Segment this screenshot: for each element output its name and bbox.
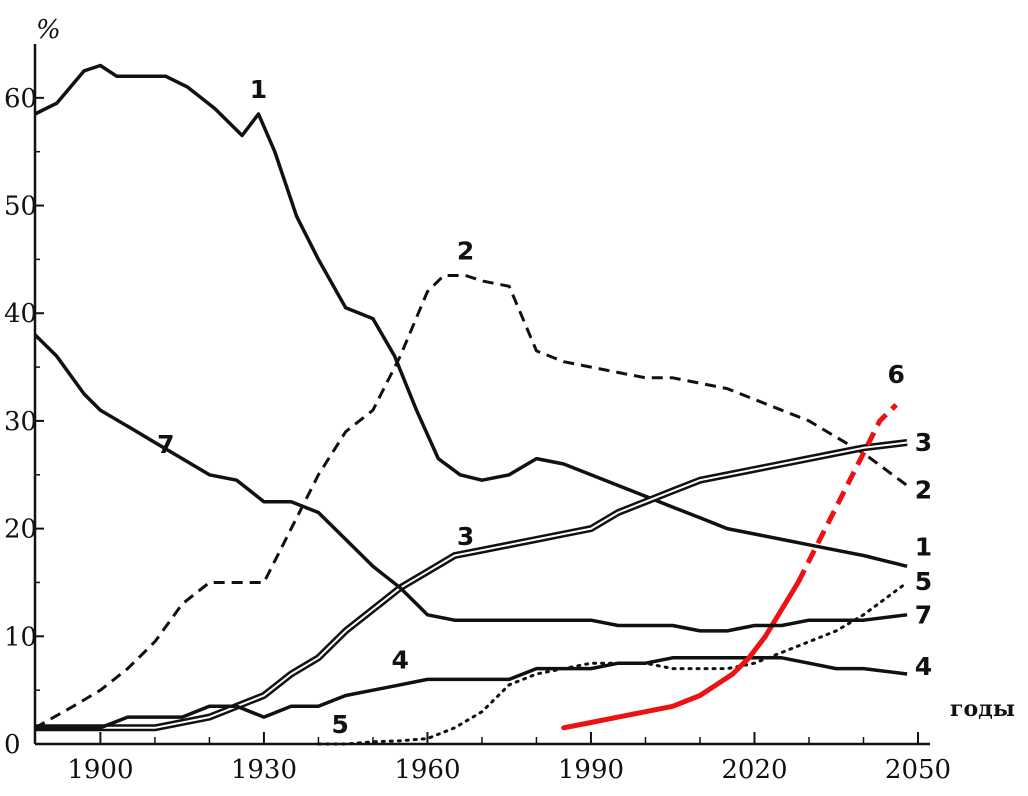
series-label-1: 1 — [915, 533, 932, 562]
x-axis-label: годы — [950, 696, 1015, 722]
series-6-line-dashed — [795, 403, 898, 584]
series-1-line — [34, 63, 908, 568]
series-label-2: 2 — [457, 236, 474, 265]
series-label-4: 4 — [391, 646, 408, 675]
x-tick-label: 1960 — [394, 755, 460, 785]
series-7-line — [33, 333, 908, 633]
x-tick-label: 1900 — [67, 755, 133, 785]
series-3-line-inner — [35, 441, 908, 729]
series-label-1: 1 — [250, 75, 267, 104]
series-label-3: 3 — [915, 428, 932, 457]
chart-axes: 0 10 20 30 40 50 60 1900 1930 1960 1990 2020 2050 — [4, 44, 951, 785]
x-tick-label: 2050 — [885, 755, 951, 785]
series-2-line — [34, 274, 908, 730]
x-tick-label: 2020 — [721, 755, 787, 785]
x-tick-label: 1930 — [231, 755, 297, 785]
series-5-line — [316, 581, 909, 746]
series-label-6: 6 — [887, 360, 904, 389]
chart-series — [33, 63, 909, 746]
series-label-2: 2 — [915, 475, 932, 504]
y-tick-label: 0 — [4, 730, 21, 760]
chart-labels: 1 2 3 4 5 6 7 3 2 1 5 7 4 — [157, 75, 932, 739]
y-tick-label: 50 — [4, 192, 37, 222]
series-label-7: 7 — [915, 600, 932, 629]
series-label-4: 4 — [915, 652, 932, 681]
y-tick-label: 40 — [4, 299, 37, 329]
series-label-3: 3 — [457, 522, 474, 551]
series-label-5: 5 — [915, 567, 932, 596]
y-tick-label: 60 — [4, 84, 37, 114]
y-axis-label: % — [36, 15, 61, 45]
series-6-line — [561, 580, 801, 731]
y-tick-label: 30 — [4, 407, 37, 437]
series-3-line — [35, 439, 908, 732]
series-4-line — [35, 656, 908, 730]
x-tick-label: 1990 — [558, 755, 624, 785]
y-tick-label: 10 — [4, 622, 37, 652]
series-label-5: 5 — [332, 710, 349, 739]
y-tick-label: 20 — [4, 515, 37, 545]
series-label-7: 7 — [157, 430, 174, 459]
